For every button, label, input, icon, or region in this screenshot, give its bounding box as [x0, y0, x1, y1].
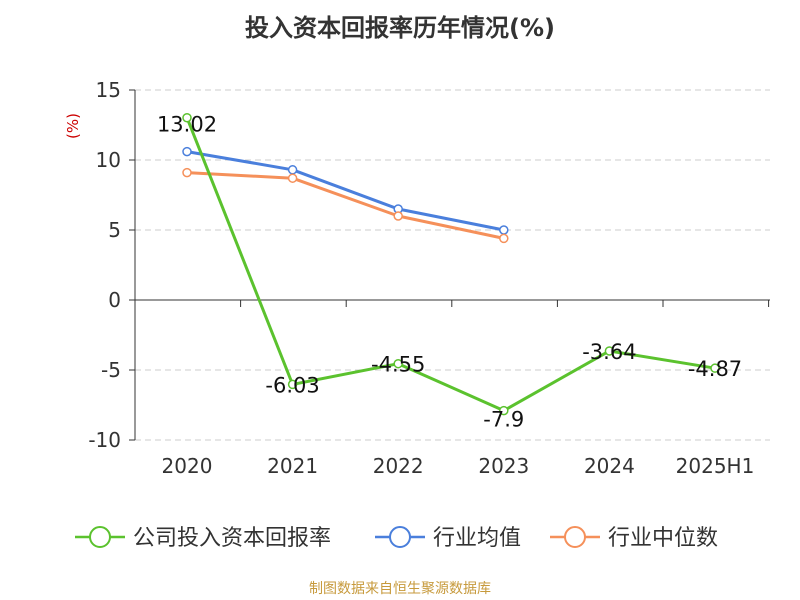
- data-point: [287, 165, 298, 175]
- axes: [129, 89, 770, 441]
- data-point: [710, 363, 720, 373]
- x-tick-label: 2020: [162, 454, 213, 478]
- legend-swatch-marker: [564, 526, 586, 548]
- data-point: [182, 146, 192, 157]
- chart-title: 投入资本回报率历年情况(%): [245, 14, 555, 42]
- x-tick-label: 2025H1: [676, 454, 755, 478]
- data-point: [499, 233, 509, 244]
- data-label: -4.55: [371, 353, 425, 377]
- legend-swatch-marker: [89, 526, 111, 548]
- data-label: -6.03: [265, 373, 319, 397]
- data-point: [287, 173, 298, 183]
- legend: 公司投入资本回报率 行业均值 行业中位数: [75, 526, 718, 551]
- data-point: [182, 112, 192, 123]
- y-tick-label: -10: [88, 428, 121, 452]
- data-labels: 13.02 -6.03 -4.55 -7.9 -3.64 -4.87: [157, 113, 742, 432]
- series-line: [186, 171, 505, 240]
- x-tick-label: 2024: [584, 454, 635, 478]
- legend-label: 行业中位数: [608, 526, 718, 551]
- data-label: -3.64: [582, 340, 636, 364]
- series-lines: [182, 112, 720, 416]
- data-label: -7.9: [483, 408, 524, 432]
- x-tick-label: 2022: [373, 454, 424, 478]
- data-point: [499, 405, 509, 416]
- data-point: [393, 211, 403, 221]
- y-tick-label: -5: [101, 358, 121, 382]
- legend-label: 行业均值: [433, 526, 521, 551]
- x-tick-label: 2021: [267, 454, 318, 478]
- source-note: 制图数据来自恒生聚源数据库: [309, 581, 491, 597]
- y-axis-label: (%): [64, 113, 82, 139]
- y-tick-labels: 15 10 5 0 -5 -10: [88, 78, 121, 452]
- data-point: [604, 346, 615, 356]
- y-tick-label: 0: [108, 288, 121, 312]
- data-label: -4.87: [688, 357, 742, 381]
- legend-label: 公司投入资本回报率: [133, 526, 331, 551]
- y-tick-label: 10: [96, 148, 121, 172]
- x-tick-labels: 2020 2021 2022 2023 2024 2025H1: [162, 454, 755, 478]
- series-line: [185, 117, 716, 413]
- data-point: [287, 379, 298, 390]
- x-tick-label: 2023: [478, 454, 529, 478]
- y-tick-label: 5: [108, 218, 121, 242]
- data-point: [182, 167, 192, 178]
- data-label: 13.02: [157, 113, 217, 137]
- data-point: [393, 358, 403, 369]
- data-point: [499, 225, 509, 235]
- legend-swatch-marker: [389, 526, 411, 548]
- y-tick-label: 15: [96, 78, 121, 102]
- series-line: [186, 150, 505, 232]
